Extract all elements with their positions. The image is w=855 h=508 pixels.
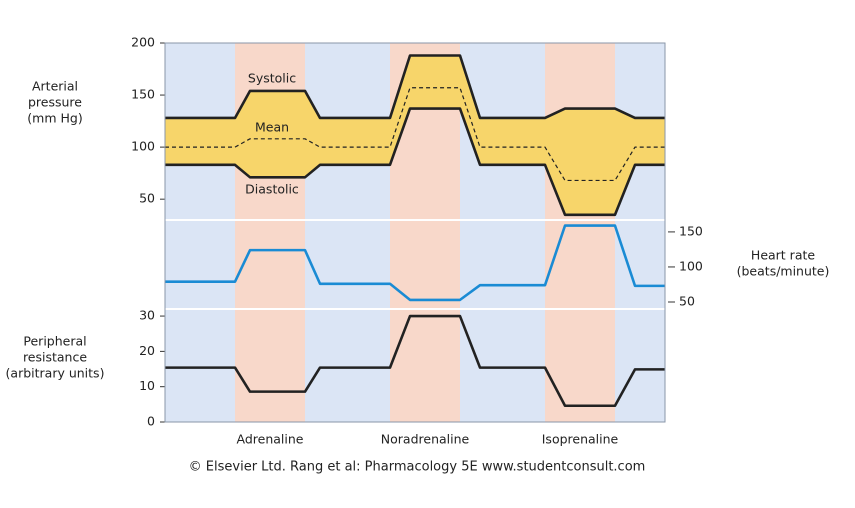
y-tick-label: 150 [679, 223, 703, 238]
y-axis-label: Heart rate [751, 248, 815, 263]
y-tick-label: 0 [147, 414, 155, 429]
series-line [165, 54, 665, 120]
y-tick-label: 30 [139, 308, 155, 323]
series-line [165, 224, 665, 302]
y-axis-label: Arterial [32, 79, 78, 94]
y-axis-label: (beats/minute) [737, 264, 830, 279]
y-tick-label: 20 [139, 343, 155, 358]
caption: © Elsevier Ltd. Rang et al: Pharmacology… [189, 460, 646, 475]
y-axis-label: pressure [28, 95, 82, 110]
y-tick-label: 50 [679, 293, 695, 308]
y-axis-label: (arbitrary units) [6, 366, 105, 381]
y-axis-label: (mm Hg) [27, 111, 82, 126]
pressure-band [165, 55, 665, 215]
series-line [165, 87, 665, 182]
y-tick-label: 50 [139, 191, 155, 206]
series-line [165, 314, 665, 408]
series-label: Systolic [248, 71, 296, 86]
y-tick-label: 200 [131, 35, 155, 50]
series-label: Mean [255, 120, 289, 135]
y-tick-label: 100 [131, 139, 155, 154]
y-tick-label: 150 [131, 87, 155, 102]
x-label: Noradrenaline [381, 432, 470, 447]
drug-band [545, 43, 615, 422]
series-label: Diastolic [245, 182, 299, 197]
y-axis-label: resistance [23, 350, 87, 365]
plot-frame [164, 42, 666, 423]
y-tick-label: 10 [139, 378, 155, 393]
y-tick-label: 100 [679, 258, 703, 273]
x-label: Isoprenaline [542, 432, 619, 447]
series-line [165, 107, 665, 217]
y-axis-label: Peripheral [23, 334, 86, 349]
x-label: Adrenaline [237, 432, 304, 447]
